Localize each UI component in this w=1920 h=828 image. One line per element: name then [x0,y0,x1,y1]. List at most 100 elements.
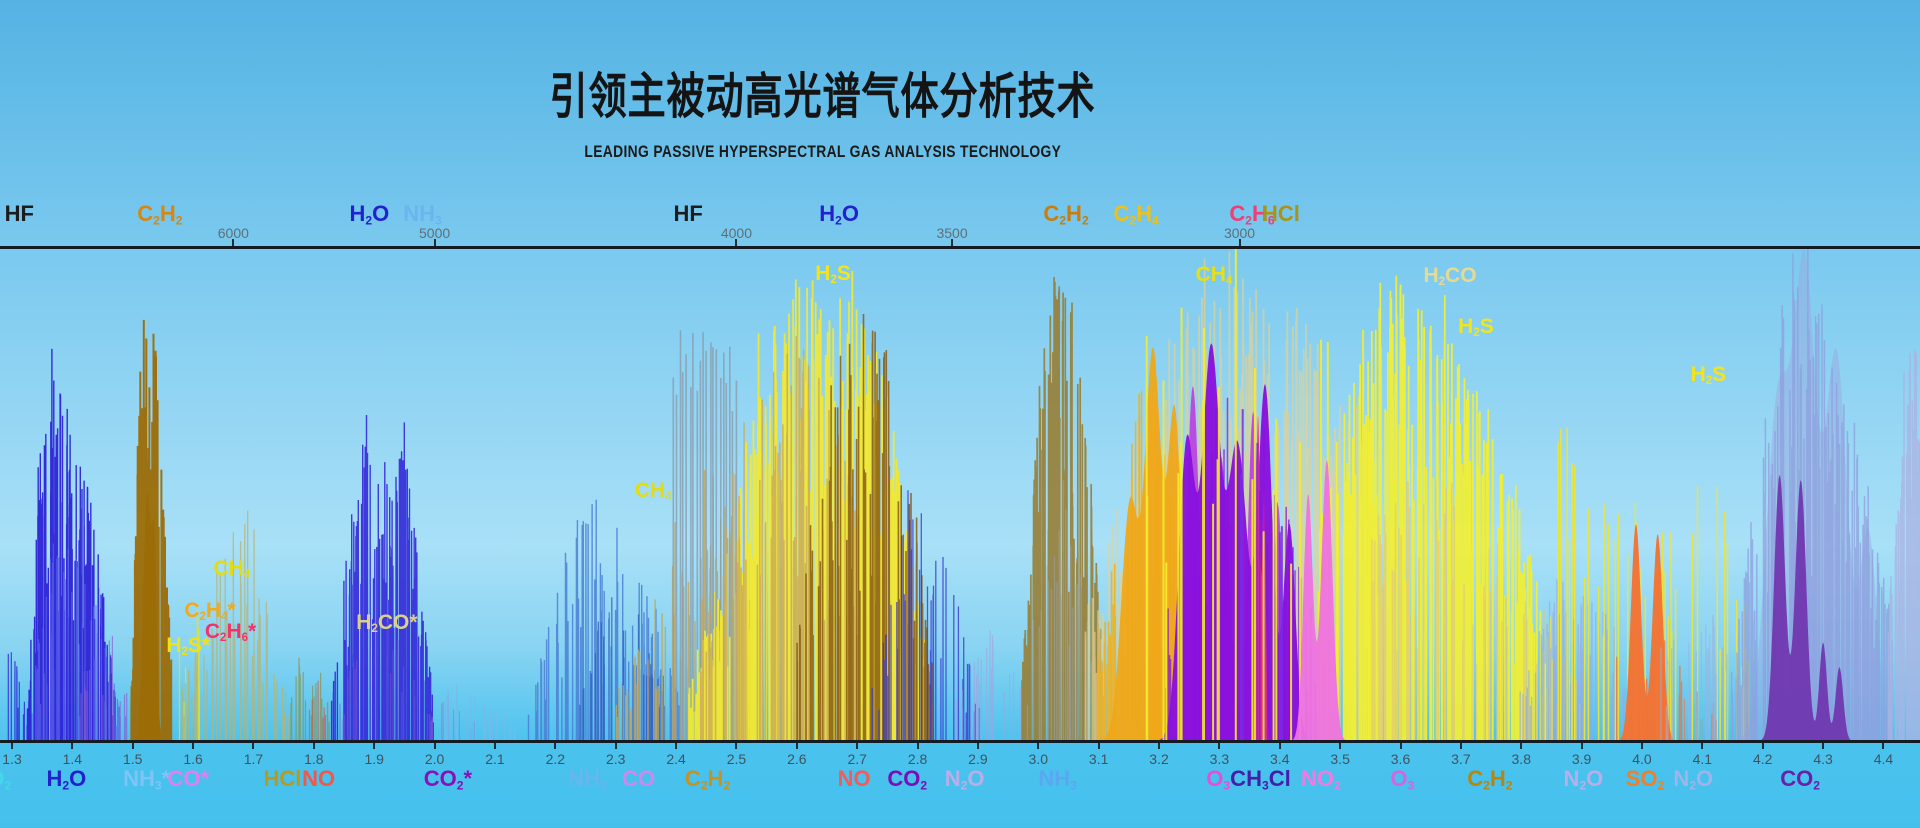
bottom-molecule-label-NH3: NH3 [1038,766,1077,793]
wavenumber-tick-label-6000: 6000 [217,225,249,241]
wavelength-tickmark-1.7 [252,743,255,749]
header: 引领主被动高光谱气体分析技术 LEADING PASSIVE HYPERSPEC… [0,70,1645,162]
plot-molecule-label-C2H6: C2H6* [204,620,257,645]
wavelength-tickmark-3.1 [1097,743,1100,749]
wavelength-tickmark-4.4 [1882,743,1885,749]
top-molecule-label-HF: HF [673,201,703,226]
bottom-molecule-label-C2H2: C2H2 [1467,766,1513,793]
plot-molecule-label-H2CO: H2CO* [356,611,418,636]
wavelength-tickmark-2.7 [856,743,859,749]
plot-molecule-label-C2H4: C2H4* [184,599,236,624]
bottom-molecule-label-NO: NO [837,766,871,791]
top-molecule-label-H2O: H2O [349,201,390,228]
wavenumber-tick-label-5000: 5000 [419,225,451,241]
band-pink-mound [1284,460,1355,741]
wavelength-tick-label-3.8: 3.8 [1511,751,1531,767]
wavelength-tick-label-1.4: 1.4 [62,751,83,767]
page-subtitle: LEADING PASSIVE HYPERSPECTRAL GAS ANALYS… [0,143,1645,162]
wavelength-tickmark-1.3 [11,743,13,749]
wavelength-tick-label-3.7: 3.7 [1451,751,1471,767]
wavelength-tick-label-2.4: 2.4 [666,751,686,767]
wavenumber-tickmark-5000 [433,239,436,246]
band-indigo-violet [339,619,428,741]
band-no-red-18 [308,680,327,741]
wavelength-tickmark-2.3 [614,743,617,749]
wavelength-tick-label-2.0: 2.0 [424,751,445,767]
wavelength-tickmark-2.4 [675,743,678,749]
band-grey-comb-245 [672,330,738,741]
wavelength-tick-label-2.8: 2.8 [907,751,928,767]
plot-molecule-label-H2S: H2S* [166,634,211,659]
bottom-molecule-label-CO2: CO2 [887,766,928,793]
wavelength-tick-label-3.6: 3.6 [1390,751,1411,767]
plot-molecule-label-CH4: CH4 [634,479,672,504]
bottom-molecule-label-CO2: CO2* [423,766,473,793]
bottom-molecule-label-N2O: N2O [944,766,985,793]
wavelength-tick-label-3.5: 3.5 [1330,751,1350,767]
bottom-molecule-label-O3: O3 [1206,766,1231,793]
wavelength-tickmark-2.2 [554,743,557,749]
plot-molecule-label-CH4: CH4 [213,557,251,582]
top-molecule-label-NH3: NH3 [403,201,442,228]
wavelength-tick-label-1.5: 1.5 [123,751,143,767]
wavelength-tickmark-2.5 [735,743,738,749]
band-c2h2-brown-core [128,491,168,741]
wavelength-tickmark-3.4 [1278,743,1281,749]
bottom-molecule-label-NO: NO [302,766,336,791]
bottom-molecule-label-NH3: NH3 [568,766,607,793]
wavelength-tick-label-2.3: 2.3 [605,751,626,767]
wavelength-tickmark-4.2 [1761,743,1764,749]
bottom-molecule-label-NO2: NO2 [1300,766,1341,793]
band-violet-tall [1240,409,1283,741]
plot-molecule-label-H2S: H2S [815,262,851,287]
band-co2-purple-mound [1752,475,1859,741]
top-axis-line [0,246,1920,249]
wavelength-tick-label-1.9: 1.9 [364,751,384,767]
wavelength-tickmark-2.9 [976,743,979,749]
wavenumber-tick-label-3500: 3500 [936,225,968,241]
wavelength-tickmark-2.0 [433,743,436,749]
top-molecule-label-C2H6: C2H6 [1229,201,1275,228]
top-molecule-label-C2H2: C2H2 [137,201,183,228]
wavelength-tick-label-2.6: 2.6 [787,751,807,767]
band-left-edge-blue [7,652,25,741]
top-molecule-label-HF: HF [4,201,34,226]
top-molecule-label-C2H4: C2H4 [1113,201,1159,228]
bottom-molecule-label-NH3: NH3* [123,766,171,793]
wavelength-tick-label-3.2: 3.2 [1149,751,1169,767]
bottom-molecule-label-N2O: N2O [1563,766,1604,793]
wavelength-tickmark-4.1 [1701,743,1704,749]
wavelength-tick-label-2.7: 2.7 [847,751,867,767]
bottom-molecule-label-O2: O2 [0,767,12,793]
wavelength-tick-label-1.6: 1.6 [183,751,203,767]
band-blue-h2o-light [31,543,121,741]
wavelength-tick-label-1.3: 1.3 [2,751,22,767]
wavelength-tick-label-1.8: 1.8 [304,751,324,767]
wavelength-tickmark-3.8 [1520,743,1523,749]
band-lightblue-205 [444,684,516,741]
top-molecule-label-HCl: HCl [1262,201,1300,226]
wavenumber-tickmark-6000 [232,239,235,246]
wavelength-tickmark-3.6 [1399,743,1402,749]
wavelength-tickmark-2.6 [795,743,798,749]
plot-molecule-label-CH4: CH4 [1195,263,1233,288]
wavenumber-tickmark-3500 [951,239,954,246]
bottom-axis-line [0,740,1920,743]
plot-molecule-label-H2S: H2S [1690,363,1727,388]
wavelength-tickmark-3.5 [1339,743,1342,749]
wavelength-tick-label-3.1: 3.1 [1088,751,1109,767]
page-title: 引领主被动高光谱气体分析技术 [549,70,1096,124]
bottom-molecule-label-CO2: CO2 [1780,766,1821,793]
wavelength-tick-label-2.5: 2.5 [726,751,747,767]
wavelength-tick-label-4.4: 4.4 [1873,751,1894,767]
wavelength-tick-label-4.0: 4.0 [1632,751,1652,767]
wavelength-tick-label-3.4: 3.4 [1270,751,1290,767]
wavelength-tickmark-2.1 [493,743,496,749]
band-right-edge-periwinkle [1887,348,1920,741]
plot-molecule-label-H2CO: H2CO [1423,264,1477,289]
wavelength-tickmark-1.6 [192,743,195,749]
wavelength-tickmark-1.5 [131,743,134,749]
